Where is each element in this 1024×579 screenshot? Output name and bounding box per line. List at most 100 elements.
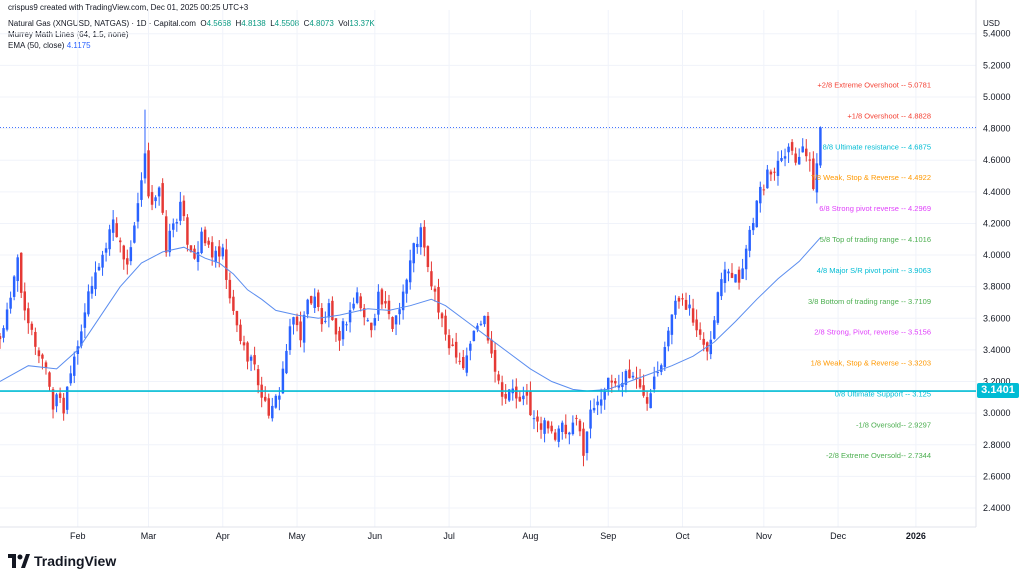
candle-up	[221, 247, 225, 257]
candle-down	[500, 382, 504, 397]
created-by-text: crispus9 created with TradingView.com, D…	[8, 3, 249, 12]
candle-down	[48, 372, 51, 387]
murrey-line-label: 3/8 Bottom of trading range -- 3.7109	[808, 297, 931, 306]
indicator-murrey-legend[interactable]: Murrey Math Lines (64, 1.5, none)	[8, 30, 129, 39]
candle-down	[150, 192, 154, 205]
murrey-line-label: -1/8 Oversold-- 2.9297	[856, 420, 931, 429]
x-tick-label: Sep	[600, 531, 616, 541]
x-tick-label: Aug	[522, 531, 538, 541]
candle-up	[249, 356, 253, 361]
murrey-line-label: 1/8 Weak, Stop & Reverse -- 3.3203	[811, 359, 931, 368]
candle-up	[755, 200, 758, 228]
murrey-line-label: 2/8 Strong, Pivot, reverse -- 3.5156	[814, 328, 931, 337]
candle-down	[444, 315, 447, 335]
candle-up	[589, 409, 592, 429]
candle-down	[490, 339, 493, 354]
candle-down	[51, 389, 55, 410]
x-tick-label: Oct	[675, 531, 690, 541]
candle-up	[801, 146, 804, 153]
indicator-ema-value: 4.1175	[66, 41, 91, 50]
candle-up	[168, 230, 171, 253]
candle-down	[34, 331, 37, 347]
candle-up	[101, 254, 104, 268]
candle-down	[299, 321, 302, 341]
brand-text: TradingView	[34, 553, 117, 569]
close-value: 4.8073	[309, 19, 334, 28]
symbol-title[interactable]: Natural Gas (XNGUSD, NATGAS) · 1D · Capi…	[8, 19, 196, 28]
candle-down	[578, 420, 582, 432]
candle-down	[575, 417, 578, 419]
y-tick-label: 2.8000	[983, 440, 1011, 450]
candle-up	[288, 326, 292, 351]
candle-down	[525, 391, 529, 396]
candle-up	[557, 428, 560, 442]
tradingview-logo: TradingView	[8, 553, 116, 569]
murrey-line-label: 6/8 Strong pivot reverse -- 4.2969	[819, 204, 931, 213]
candle-up	[408, 260, 412, 283]
indicator-ema-legend[interactable]: EMA (50, close) 4.1175	[8, 41, 91, 50]
candle-up	[73, 356, 76, 376]
candle-up	[327, 303, 331, 318]
candle-down	[164, 216, 168, 253]
candle-down	[210, 242, 214, 258]
symbol-legend: Natural Gas (XNGUSD, NATGAS) · 1D · Capi…	[8, 19, 375, 28]
candle-down	[628, 369, 631, 379]
candle-up	[200, 231, 203, 254]
high-label: H	[235, 19, 242, 28]
candle-up	[281, 368, 285, 394]
y-tick-label: 5.0000	[983, 92, 1011, 102]
candle-down	[564, 424, 568, 435]
candle-down	[147, 150, 150, 197]
candle-up	[709, 339, 713, 355]
candle-up	[734, 274, 737, 283]
x-tick-label: 2026	[906, 531, 926, 541]
candle-up	[759, 186, 762, 204]
candle-up	[16, 257, 19, 282]
candle-up	[783, 156, 787, 159]
candle-down	[58, 393, 62, 398]
candle-up	[631, 375, 635, 378]
murrey-line-label: 7/8 Weak, Stop & Reverse -- 4.4922	[811, 173, 931, 182]
candle-down	[691, 308, 695, 323]
candle-up	[2, 328, 5, 338]
candle-down	[338, 330, 341, 341]
candle-up	[133, 225, 136, 243]
candle-down	[812, 158, 815, 190]
candle-up	[175, 222, 179, 224]
candle-up	[83, 312, 87, 328]
candle-up	[12, 276, 16, 297]
murrey-line-label: 4/8 Major S/R pivot point -- 3.9063	[817, 266, 931, 275]
candle-up	[377, 291, 380, 315]
candle-up	[780, 158, 783, 161]
candle-down	[451, 344, 454, 346]
current-price-label: 3.1401	[977, 383, 1019, 398]
x-tick-label: Jun	[368, 531, 383, 541]
candle-down	[218, 246, 221, 257]
candle-down	[805, 148, 808, 157]
x-tick-label: Nov	[756, 531, 773, 541]
y-tick-label: 5.4000	[983, 29, 1011, 39]
candle-down	[263, 396, 267, 401]
candle-up	[656, 372, 659, 374]
candle-down	[232, 296, 235, 311]
candle-up	[172, 223, 175, 230]
candle-down	[684, 299, 688, 310]
candle-up	[479, 323, 483, 325]
candle-up	[624, 371, 628, 385]
candle-down	[794, 153, 797, 163]
candle-up	[366, 320, 370, 322]
candle-up	[660, 365, 663, 372]
y-tick-label: 3.0000	[983, 408, 1011, 418]
candle-up	[674, 300, 677, 315]
candle-up	[348, 310, 352, 323]
candle-up	[94, 272, 97, 290]
candle-down	[582, 428, 585, 456]
candle-up	[596, 401, 599, 406]
candle-down	[44, 362, 48, 368]
y-tick-label: 4.8000	[983, 124, 1011, 134]
candle-up	[285, 350, 288, 374]
candle-up	[741, 268, 744, 279]
candle-down	[380, 289, 384, 305]
murrey-line-label: -2/8 Extreme Oversold-- 2.7344	[826, 451, 931, 460]
